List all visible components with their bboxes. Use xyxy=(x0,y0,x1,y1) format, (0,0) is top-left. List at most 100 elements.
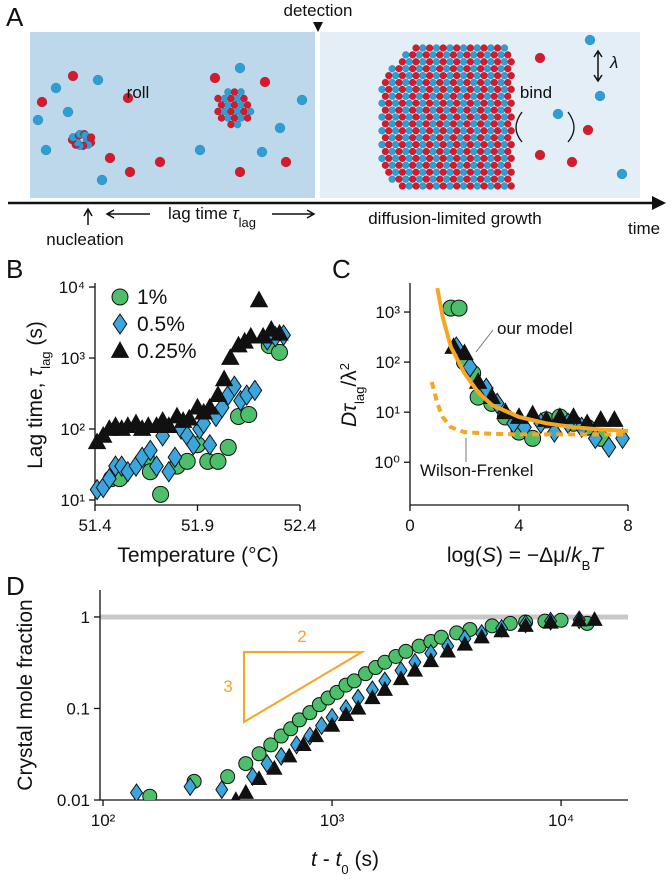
model-annotation: our model xyxy=(497,319,573,338)
particle xyxy=(456,133,464,142)
particle xyxy=(480,127,488,135)
marker xyxy=(142,788,158,800)
particle xyxy=(456,147,464,156)
lambda-arrow xyxy=(593,49,603,83)
particle xyxy=(415,175,424,183)
particle xyxy=(412,168,420,176)
particle xyxy=(422,120,430,128)
particle xyxy=(493,182,502,190)
particle xyxy=(473,168,481,176)
particle xyxy=(402,78,410,87)
particle xyxy=(388,147,396,156)
particle xyxy=(500,140,509,149)
particle xyxy=(224,88,232,96)
particle xyxy=(227,107,235,116)
marker xyxy=(250,770,268,786)
slope-label: 2 xyxy=(297,627,306,646)
particle xyxy=(391,71,400,80)
particle xyxy=(500,44,509,52)
particle xyxy=(432,44,441,52)
particle xyxy=(493,99,502,107)
particle xyxy=(493,127,502,135)
particle xyxy=(408,106,417,114)
y-tick-label: 10² xyxy=(375,353,400,372)
particle xyxy=(493,71,502,80)
particle xyxy=(480,182,488,190)
particle xyxy=(220,107,229,116)
particle xyxy=(436,161,444,170)
particle xyxy=(439,44,447,52)
y-tick-label: 10¹ xyxy=(60,491,85,510)
particle xyxy=(483,106,492,114)
particle xyxy=(280,156,292,168)
particle xyxy=(449,161,458,170)
particle xyxy=(217,114,226,122)
particle xyxy=(422,64,430,73)
particle xyxy=(487,140,495,149)
particle xyxy=(425,168,434,176)
particle xyxy=(446,85,454,94)
particle xyxy=(504,147,512,156)
marker xyxy=(246,766,260,787)
particle xyxy=(507,182,515,190)
particle xyxy=(466,71,475,80)
particle xyxy=(442,175,451,183)
particle xyxy=(429,51,437,59)
particle xyxy=(483,147,492,156)
particle xyxy=(209,72,221,84)
particle xyxy=(459,71,468,80)
particle xyxy=(490,133,498,142)
particle xyxy=(405,168,413,176)
particle xyxy=(398,182,407,190)
marker xyxy=(439,642,456,658)
particle xyxy=(504,133,512,142)
marker xyxy=(571,611,588,627)
particle xyxy=(470,175,478,183)
marker xyxy=(263,737,279,753)
particle xyxy=(432,85,441,94)
particle xyxy=(463,64,471,73)
particle xyxy=(449,51,458,59)
particle xyxy=(385,113,393,121)
particle xyxy=(381,147,390,156)
particle xyxy=(388,64,396,73)
particle xyxy=(402,92,410,101)
particle xyxy=(227,94,235,103)
particle xyxy=(490,175,498,183)
particle xyxy=(419,44,427,52)
particle xyxy=(385,127,393,135)
particle xyxy=(463,175,471,183)
particle xyxy=(429,120,437,128)
y-tick-label: 10⁰ xyxy=(374,453,400,472)
particle xyxy=(442,106,451,114)
wf-annotation: Wilson-Frenkel xyxy=(420,461,533,480)
y-axis-title: Crystal mole fraction xyxy=(14,599,37,790)
marker xyxy=(601,436,617,459)
marker xyxy=(392,670,410,686)
particle xyxy=(466,154,475,163)
particle xyxy=(391,113,400,121)
particle xyxy=(453,182,461,190)
marker xyxy=(214,396,230,419)
particle xyxy=(459,85,468,94)
particle xyxy=(439,113,447,121)
particle xyxy=(391,168,400,176)
particle xyxy=(504,175,512,183)
model-curve xyxy=(435,287,629,433)
particle xyxy=(388,92,396,101)
particle xyxy=(476,92,485,101)
particle xyxy=(425,44,434,52)
particle xyxy=(507,58,515,66)
particle xyxy=(405,154,413,163)
particle xyxy=(402,106,410,114)
legend-marker xyxy=(110,341,130,358)
particle xyxy=(412,113,420,121)
particle xyxy=(466,182,475,190)
particle xyxy=(480,71,488,80)
marker xyxy=(270,323,289,341)
particle xyxy=(419,154,427,163)
particle xyxy=(412,71,420,80)
legend-label: 1% xyxy=(137,286,167,309)
particle xyxy=(449,64,458,73)
particle xyxy=(402,133,410,142)
